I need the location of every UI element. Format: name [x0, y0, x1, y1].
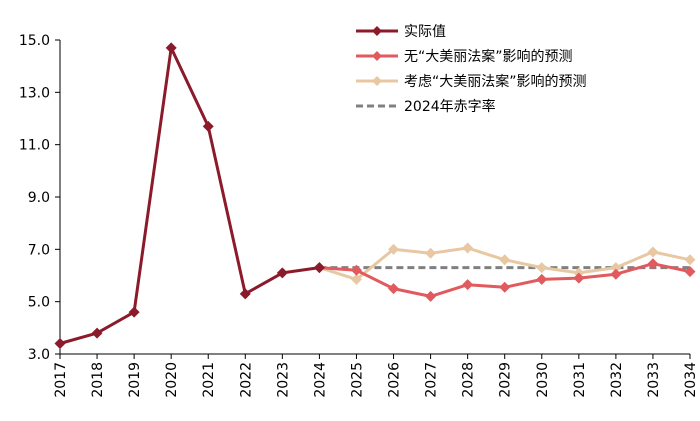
- data-point: [684, 266, 696, 278]
- x-tick-label: 2030: [535, 362, 551, 398]
- data-point: [499, 281, 511, 293]
- x-tick-label: 2028: [461, 362, 477, 398]
- legend-item: 考虑“大美丽法案”影响的预测: [356, 73, 587, 90]
- data-point: [462, 279, 474, 291]
- data-point: [350, 264, 362, 276]
- series-layer: [54, 42, 696, 350]
- data-point: [425, 290, 437, 302]
- y-tick-label: 13.0: [19, 85, 50, 101]
- x-tick-label: 2019: [127, 362, 143, 398]
- x-tick-label: 2034: [683, 362, 699, 398]
- x-tick-label: 2018: [90, 362, 106, 398]
- x-tick-label: 2031: [572, 362, 588, 398]
- data-point: [276, 267, 288, 279]
- data-point: [425, 247, 437, 259]
- y-tick-label: 7.0: [28, 242, 50, 258]
- data-point: [684, 254, 696, 266]
- data-point: [499, 254, 511, 266]
- data-point: [462, 242, 474, 254]
- y-tick-label: 5.0: [28, 295, 50, 311]
- x-tick-label: 2024: [312, 362, 328, 398]
- data-point: [610, 268, 622, 280]
- data-point: [313, 262, 325, 274]
- x-tick-label: 2026: [387, 362, 403, 398]
- data-point: [647, 258, 659, 270]
- legend-item: 实际值: [356, 24, 446, 40]
- series-0: [54, 42, 325, 350]
- data-point: [165, 42, 177, 54]
- data-point: [647, 246, 659, 258]
- data-point: [388, 243, 400, 255]
- data-point: [91, 327, 103, 339]
- data-point: [54, 338, 66, 350]
- x-tick-label: 2023: [275, 362, 291, 398]
- data-point: [350, 273, 362, 285]
- legend-label: 无“大美丽法案”影响的预测: [404, 48, 573, 65]
- legend-marker: [372, 26, 382, 36]
- legend-item: 2024年赤字率: [356, 98, 496, 115]
- y-tick-label: 15.0: [19, 33, 50, 49]
- x-tick-label: 2020: [164, 362, 180, 398]
- x-tick-label: 2029: [498, 362, 514, 398]
- data-point: [128, 306, 140, 318]
- y-tick-label: 11.0: [19, 138, 50, 154]
- data-point: [536, 273, 548, 285]
- legend-marker: [372, 51, 382, 61]
- x-tick-label: 2017: [53, 362, 69, 398]
- data-point: [388, 283, 400, 295]
- x-tick-label: 2025: [349, 362, 365, 398]
- y-tick-label: 9.0: [28, 190, 50, 206]
- legend-label: 实际值: [404, 24, 446, 40]
- legend-item: 无“大美丽法案”影响的预测: [356, 48, 573, 65]
- x-tick-label: 2033: [646, 362, 662, 398]
- data-point: [202, 120, 214, 132]
- data-point: [536, 262, 548, 274]
- legend-label: 2024年赤字率: [404, 98, 496, 115]
- series-line: [59, 46, 320, 345]
- x-tick-label: 2022: [238, 362, 254, 398]
- x-tick-label: 2032: [609, 362, 625, 398]
- legend-label: 考虑“大美丽法案”影响的预测: [404, 73, 587, 90]
- y-tick-label: 3.0: [28, 347, 50, 363]
- x-tick-label: 2021: [201, 362, 217, 398]
- x-tick-label: 2027: [424, 362, 440, 398]
- data-point: [239, 288, 251, 300]
- data-point: [573, 272, 585, 284]
- legend-marker: [372, 76, 382, 86]
- axes: 3.0 5.0 7.0 9.0 11.0 13.0 15.0 2017 2018 2019 2020…: [19, 33, 699, 398]
- data-point: [610, 262, 622, 274]
